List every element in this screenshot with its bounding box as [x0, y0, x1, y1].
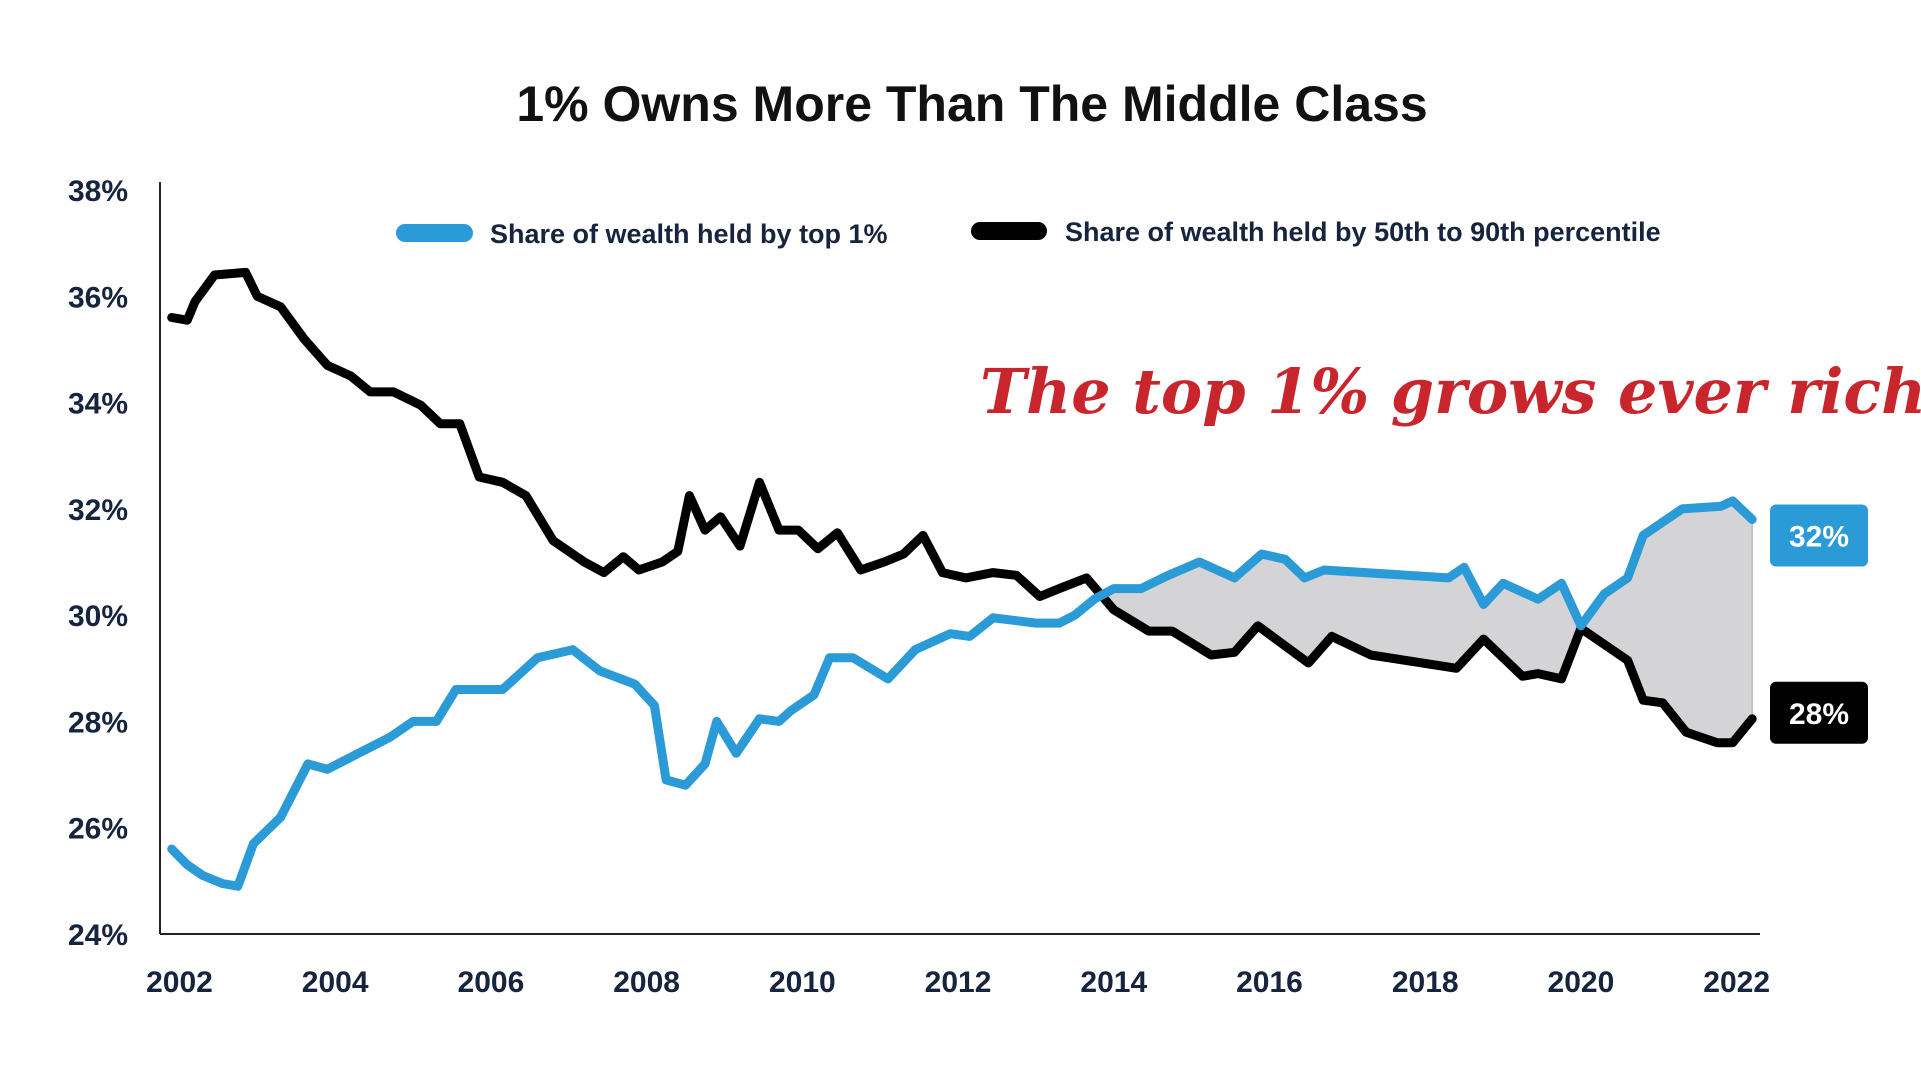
x-tick-label: 2010 [769, 966, 836, 999]
y-tick-label: 38% [68, 175, 128, 208]
end-label-top-1: 32% [1770, 504, 1868, 567]
x-tick-label: 2016 [1236, 966, 1303, 999]
x-axis-ticks: 2002 2004 2006 2008 2010 2012 2014 2016 2018 2020… [146, 966, 1770, 999]
y-tick-label: 32% [68, 494, 128, 527]
y-tick-label: 28% [68, 706, 128, 739]
end-labels: 32% 28% [1770, 504, 1868, 744]
axes [159, 182, 1760, 935]
x-tick-label: 2022 [1703, 966, 1770, 999]
svg-text:32%: 32% [1789, 520, 1849, 553]
gap-area [1097, 500, 1753, 744]
x-tick-label: 2020 [1548, 966, 1615, 999]
x-tick-label: 2004 [302, 966, 369, 999]
series-line-50-90 [167, 267, 1757, 748]
x-tick-label: 2012 [925, 966, 992, 999]
shaded-gap-area [1097, 500, 1753, 744]
x-tick-label: 2008 [613, 966, 680, 999]
svg-text:28%: 28% [1789, 698, 1849, 731]
legend: Share of wealth held by top 1% Share of … [396, 217, 1661, 249]
y-axis-ticks: 24% 26% 28% 30% 32% 34% 36% 38% [68, 175, 128, 952]
series-line-top-1 [167, 496, 1757, 891]
legend-label-top-1: Share of wealth held by top 1% [490, 219, 888, 249]
end-label-50-90: 28% [1770, 681, 1868, 744]
series-lines [167, 267, 1757, 891]
x-tick-label: 2002 [146, 966, 213, 999]
x-tick-label: 2014 [1080, 966, 1147, 999]
y-tick-label: 34% [68, 388, 128, 421]
chart-title: 1% Owns More Than The Middle Class [516, 76, 1427, 132]
y-tick-label: 24% [68, 919, 128, 952]
y-tick-label: 26% [68, 813, 128, 846]
y-tick-label: 36% [68, 281, 128, 314]
annotation-text: The top 1% grows ever richer [980, 355, 1921, 428]
x-tick-label: 2006 [458, 966, 525, 999]
legend-label-50-90: Share of wealth held by 50th to 90th per… [1065, 217, 1661, 247]
y-tick-label: 30% [68, 600, 128, 633]
x-tick-label: 2018 [1392, 966, 1459, 999]
